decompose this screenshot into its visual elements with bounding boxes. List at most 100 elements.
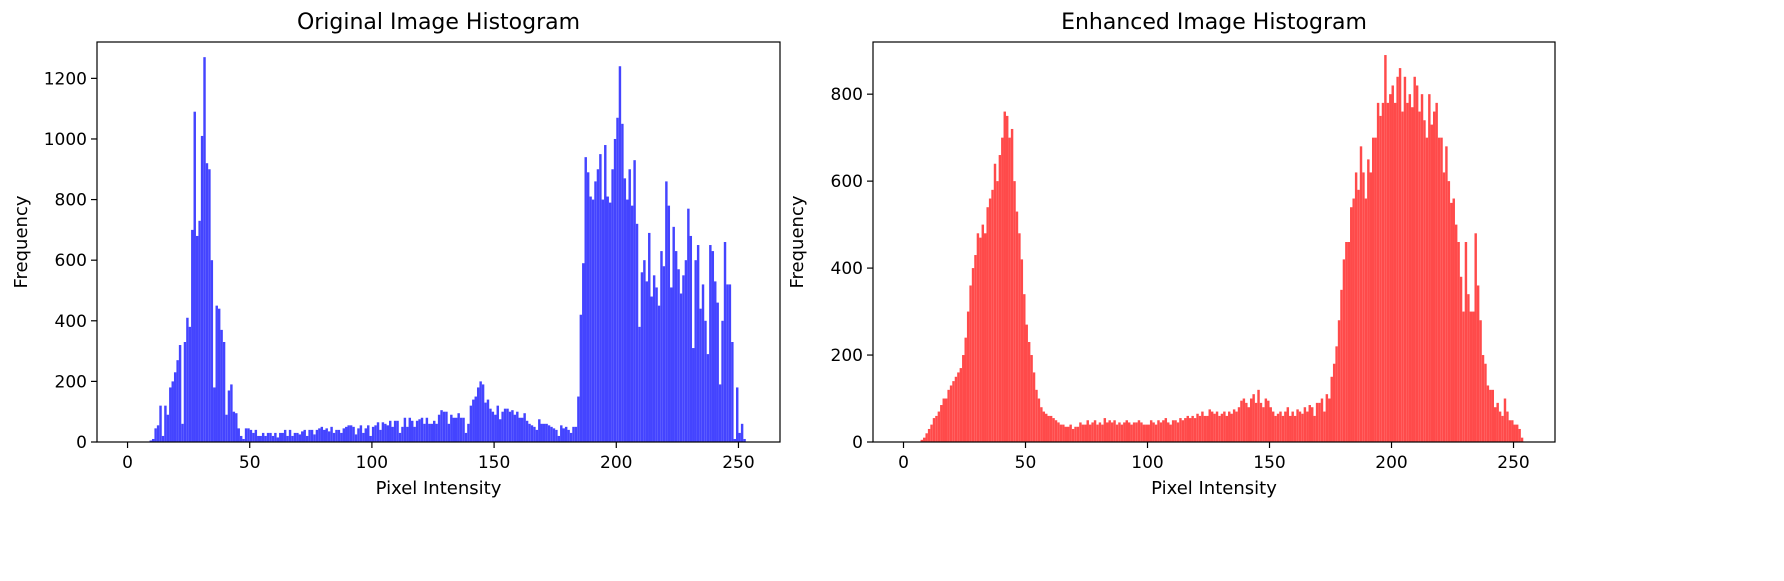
original-histogram-bar [674,251,678,442]
enhanced-histogram-bar [1393,102,1397,443]
original-histogram-bar [667,205,671,442]
enhanced-histogram-bar [1120,424,1124,442]
original-histogram-bar [481,384,485,442]
enhanced-histogram-bar [1369,172,1372,442]
original-histogram-ytick-label: 1000 [44,130,87,150]
enhanced-histogram-bar [1352,198,1355,442]
enhanced-histogram-bar [1357,189,1360,442]
original-histogram-bar [508,411,512,442]
original-histogram-bar [535,429,539,442]
enhanced-histogram-bar [1313,415,1316,442]
enhanced-histogram-bar [976,233,980,442]
original-histogram-bar [208,169,211,442]
enhanced-histogram-bar [1301,413,1304,442]
original-histogram-bar [718,384,722,442]
original-histogram-bar [692,348,695,442]
enhanced-histogram-bar [1035,389,1038,442]
original-histogram-bar [533,426,536,442]
enhanced-histogram-bar [1491,389,1494,442]
enhanced-histogram-bar [952,381,955,442]
enhanced-histogram-bar [1171,420,1175,442]
enhanced-histogram-bar [1008,137,1011,442]
enhanced-histogram-bar [1079,422,1082,442]
enhanced-histogram-bar [1169,424,1172,442]
original-histogram-ytick-label: 0 [76,433,87,453]
original-histogram-xtick-label: 250 [722,453,754,473]
enhanced-histogram-bar [1450,202,1453,442]
original-histogram-bar [286,435,289,442]
original-histogram-bar [291,435,294,442]
original-histogram-bar [411,420,414,442]
original-histogram-bar [325,428,328,442]
enhanced-histogram-bar [1418,111,1421,442]
enhanced-histogram-bar [1142,424,1146,442]
original-histogram-bar [171,381,174,442]
enhanced-histogram-bar [1489,389,1492,442]
original-histogram-bar [340,432,343,442]
original-histogram-bar [364,428,368,442]
original-histogram-bar [694,260,697,442]
enhanced-histogram-bar [1184,418,1187,442]
enhanced-histogram-bar [1062,424,1065,442]
enhanced-histogram-bar [971,268,975,442]
enhanced-histogram-bar [1137,420,1141,442]
original-histogram-bar [391,426,394,442]
enhanced-histogram-bar [1027,342,1031,442]
enhanced-histogram-bar [1420,94,1424,443]
original-histogram-bar [235,413,238,442]
original-histogram-bar [283,429,287,442]
enhanced-histogram-bar [1088,424,1092,442]
enhanced-histogram-bar [1279,411,1282,442]
original-histogram-bar [188,326,192,442]
original-histogram-bar [442,411,446,442]
enhanced-histogram-bar [1403,76,1407,442]
original-histogram-bar [408,417,412,442]
enhanced-histogram-bar [1340,289,1343,442]
enhanced-histogram-bar [1125,420,1128,442]
original-histogram-bar [259,435,262,442]
original-histogram-bar [594,181,597,442]
enhanced-histogram-bar [1274,415,1277,442]
enhanced-histogram-bar [1069,424,1072,442]
original-histogram-bar [428,423,431,442]
original-histogram-bar [398,432,402,442]
enhanced-histogram-bar [1218,415,1221,442]
original-histogram-bar [586,172,590,443]
enhanced-histogram-ytick-label: 200 [831,346,863,366]
enhanced-histogram-bar [947,389,950,442]
enhanced-histogram-xtick-label: 250 [1497,453,1529,473]
original-histogram-bar [469,405,473,442]
original-histogram-bar [557,435,561,442]
original-histogram-bar [682,275,685,442]
original-histogram-bar [726,284,729,442]
enhanced-histogram-bar [1123,422,1126,442]
original-histogram-bar [205,163,209,442]
original-histogram-bar [462,417,465,442]
enhanced-histogram-bar [1020,259,1024,442]
enhanced-histogram-bar [1508,420,1512,442]
original-histogram-bar [484,402,487,442]
enhanced-histogram-bar [1096,424,1099,442]
enhanced-histogram-bar [984,233,987,442]
enhanced-histogram-ytick-label: 0 [852,433,863,453]
original-histogram-ylabel: Frequency [11,195,32,288]
enhanced-histogram-bar [1347,242,1351,442]
enhanced-histogram-bar [1501,415,1504,442]
enhanced-histogram-bar [1267,400,1270,442]
enhanced-histogram-bar [1245,402,1248,442]
enhanced-histogram-bar [1474,233,1477,442]
original-histogram-bar [591,199,595,442]
original-histogram-bar [740,423,744,442]
enhanced-histogram-bar [1084,424,1087,442]
enhanced-histogram-bar [1032,372,1036,442]
enhanced-histogram-bar [1281,415,1285,442]
original-histogram-bar [489,408,492,442]
enhanced-histogram-bar [1127,422,1131,442]
enhanced-histogram-bar [957,372,960,442]
original-histogram-bar [640,272,644,442]
enhanced-histogram-bar [1145,424,1148,442]
original-histogram-bar [389,420,392,442]
original-histogram-bar [494,414,497,442]
enhanced-histogram-bar [1269,407,1272,442]
enhanced-histogram-bar [1132,422,1136,442]
